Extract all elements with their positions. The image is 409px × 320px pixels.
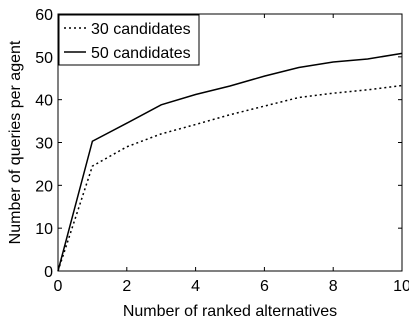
y-tick-label: 10 <box>35 221 53 238</box>
y-tick-label: 0 <box>44 264 53 281</box>
y-tick-label: 60 <box>35 7 53 24</box>
x-tick-label: 10 <box>393 278 409 295</box>
x-tick-label: 2 <box>122 278 131 295</box>
x-tick-label: 0 <box>54 278 63 295</box>
y-axis-label: Number of queries per agent <box>7 40 24 244</box>
y-tick-label: 20 <box>35 178 53 195</box>
legend-label-30-candidates: 30 candidates <box>91 21 191 38</box>
series-line-50-candidates <box>57 52 403 272</box>
axis-ticks: 0 2 4 6 8 10 0 10 20 30 40 50 60 <box>35 7 409 295</box>
x-tick-label: 4 <box>191 278 200 295</box>
series-layer <box>57 52 403 272</box>
legend-box <box>58 14 200 66</box>
y-tick-label: 30 <box>35 136 53 153</box>
y-tick-label: 50 <box>35 50 53 67</box>
x-tick-label: 6 <box>260 278 269 295</box>
x-axis-label: Number of ranked alternatives <box>123 303 337 320</box>
series-line-30-candidates <box>57 84 403 272</box>
x-tick-label: 8 <box>329 278 338 295</box>
legend: 30 candidates 50 candidates <box>58 14 200 66</box>
y-tick-label: 40 <box>35 93 53 110</box>
legend-label-50-candidates: 50 candidates <box>91 45 191 62</box>
